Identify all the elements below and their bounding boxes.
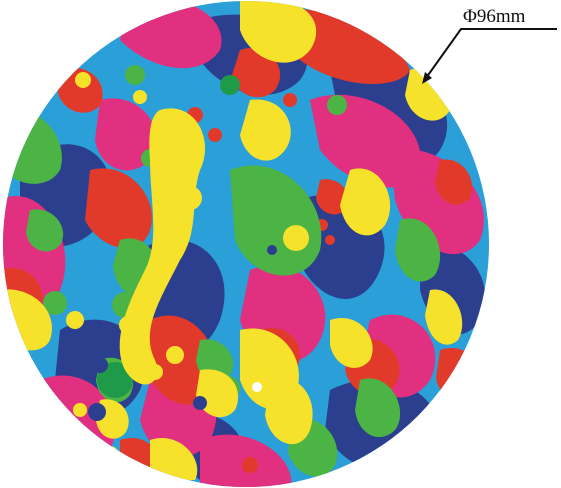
dimension-leader-arrow	[422, 28, 557, 84]
circular-pattern-disc	[3, 1, 489, 487]
diameter-label: Φ96mm	[463, 6, 526, 27]
